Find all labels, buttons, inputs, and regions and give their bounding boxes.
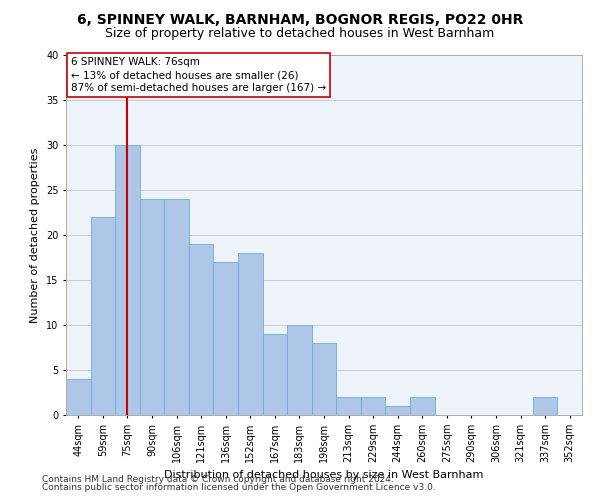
Bar bbox=[164, 199, 189, 415]
Text: Size of property relative to detached houses in West Barnham: Size of property relative to detached ho… bbox=[106, 28, 494, 40]
Bar bbox=[410, 397, 434, 415]
Bar bbox=[336, 397, 361, 415]
Bar bbox=[533, 397, 557, 415]
Bar bbox=[66, 379, 91, 415]
Bar bbox=[115, 145, 140, 415]
Bar bbox=[214, 262, 238, 415]
Bar bbox=[91, 217, 115, 415]
Text: 6, SPINNEY WALK, BARNHAM, BOGNOR REGIS, PO22 0HR: 6, SPINNEY WALK, BARNHAM, BOGNOR REGIS, … bbox=[77, 12, 523, 26]
Bar bbox=[385, 406, 410, 415]
Bar bbox=[263, 334, 287, 415]
Y-axis label: Number of detached properties: Number of detached properties bbox=[31, 148, 40, 322]
Bar bbox=[287, 325, 312, 415]
Bar bbox=[189, 244, 214, 415]
Text: Contains public sector information licensed under the Open Government Licence v3: Contains public sector information licen… bbox=[42, 484, 436, 492]
X-axis label: Distribution of detached houses by size in West Barnham: Distribution of detached houses by size … bbox=[164, 470, 484, 480]
Bar bbox=[140, 199, 164, 415]
Bar bbox=[361, 397, 385, 415]
Text: Contains HM Land Registry data © Crown copyright and database right 2024.: Contains HM Land Registry data © Crown c… bbox=[42, 475, 394, 484]
Bar bbox=[238, 253, 263, 415]
Bar bbox=[312, 343, 336, 415]
Text: 6 SPINNEY WALK: 76sqm
← 13% of detached houses are smaller (26)
87% of semi-deta: 6 SPINNEY WALK: 76sqm ← 13% of detached … bbox=[71, 57, 326, 93]
